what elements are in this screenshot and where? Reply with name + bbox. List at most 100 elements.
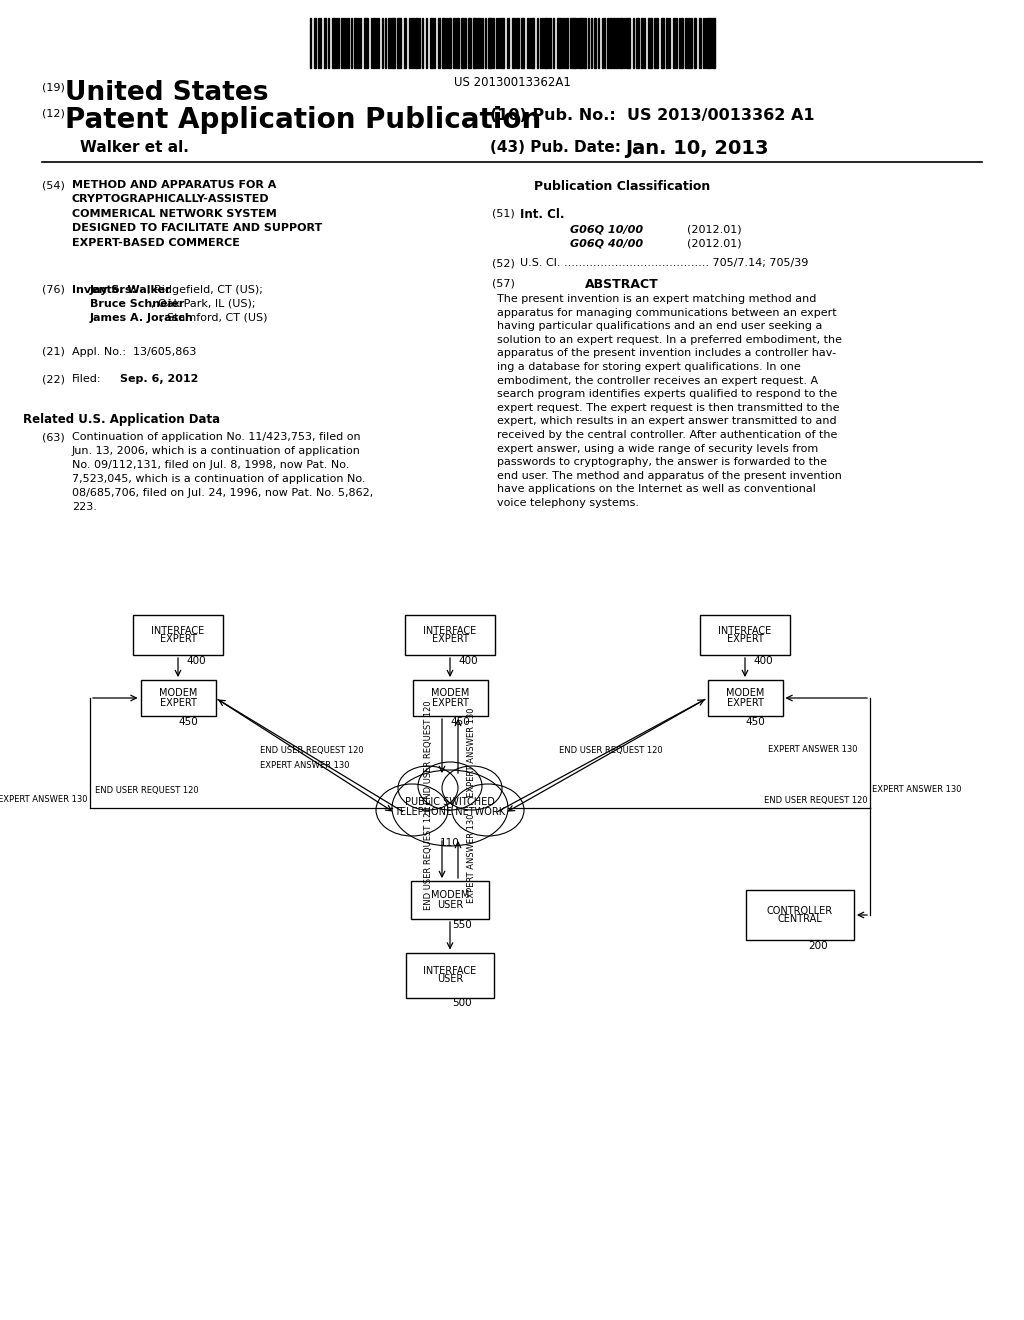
Text: Jan. 10, 2013: Jan. 10, 2013 xyxy=(625,139,768,158)
FancyBboxPatch shape xyxy=(140,680,215,715)
Bar xyxy=(662,18,664,69)
Bar xyxy=(442,18,445,69)
Text: EXPERT: EXPERT xyxy=(727,697,764,708)
Text: INTERFACE: INTERFACE xyxy=(152,626,205,635)
Bar xyxy=(688,18,690,69)
Bar xyxy=(707,18,711,69)
Bar xyxy=(681,18,683,69)
Ellipse shape xyxy=(398,766,458,810)
Text: EXPERT: EXPERT xyxy=(160,635,197,644)
Text: (76): (76) xyxy=(42,285,65,294)
Bar xyxy=(572,18,575,69)
Text: MODEM: MODEM xyxy=(431,689,469,698)
Text: Filed:: Filed: xyxy=(72,374,101,384)
Bar xyxy=(388,18,390,69)
Bar xyxy=(626,18,630,69)
Text: EXPERT ANSWER 130: EXPERT ANSWER 130 xyxy=(872,785,962,795)
Text: , Oak Park, IL (US);: , Oak Park, IL (US); xyxy=(151,300,255,309)
Bar xyxy=(516,18,519,69)
Bar xyxy=(666,18,668,69)
Text: INTERFACE: INTERFACE xyxy=(423,626,476,635)
Text: CONTROLLER: CONTROLLER xyxy=(767,906,834,916)
Text: Patent Application Publication: Patent Application Publication xyxy=(65,106,542,135)
Bar xyxy=(500,18,504,69)
Bar xyxy=(473,18,476,69)
Bar xyxy=(457,18,459,69)
Bar xyxy=(521,18,524,69)
Text: END USER REQUEST 120: END USER REQUEST 120 xyxy=(424,700,432,804)
Text: U.S. Cl. ........................................ 705/7.14; 705/39: U.S. Cl. ...............................… xyxy=(520,257,808,268)
Text: Appl. No.:  13/605,863: Appl. No.: 13/605,863 xyxy=(72,347,197,356)
Ellipse shape xyxy=(442,766,502,810)
Bar xyxy=(357,18,359,69)
Text: 400: 400 xyxy=(186,656,206,667)
Bar xyxy=(468,18,471,69)
Text: EXPERT: EXPERT xyxy=(160,697,197,708)
Bar xyxy=(610,18,612,69)
Text: G06Q 10/00: G06Q 10/00 xyxy=(570,224,643,234)
Text: Jay S. Walker: Jay S. Walker xyxy=(90,285,172,294)
Bar xyxy=(685,18,687,69)
Text: 450: 450 xyxy=(745,717,765,727)
Text: 400: 400 xyxy=(458,656,478,667)
Bar xyxy=(488,18,492,69)
Text: (10) Pub. No.:  US 2013/0013362 A1: (10) Pub. No.: US 2013/0013362 A1 xyxy=(490,108,814,123)
Text: CENTRAL: CENTRAL xyxy=(777,915,822,924)
Text: The present invention is an expert matching method and
apparatus for managing co: The present invention is an expert match… xyxy=(497,294,842,508)
Text: G06Q 40/00: G06Q 40/00 xyxy=(570,238,643,248)
FancyBboxPatch shape xyxy=(413,680,487,715)
Bar xyxy=(397,18,401,69)
Text: END USER REQUEST 120: END USER REQUEST 120 xyxy=(764,796,868,804)
Text: Related U.S. Application Data: Related U.S. Application Data xyxy=(24,413,220,426)
Ellipse shape xyxy=(392,770,508,846)
Text: (43) Pub. Date:: (43) Pub. Date: xyxy=(490,140,621,154)
Bar xyxy=(656,18,658,69)
Text: 500: 500 xyxy=(453,998,472,1008)
Bar xyxy=(314,18,316,69)
Bar xyxy=(673,18,675,69)
Bar xyxy=(694,18,696,69)
Bar xyxy=(449,18,451,69)
Bar xyxy=(594,18,596,69)
Text: 400: 400 xyxy=(754,656,773,667)
Bar xyxy=(373,18,375,69)
Text: (63): (63) xyxy=(42,432,65,442)
Bar xyxy=(391,18,395,69)
Bar xyxy=(549,18,551,69)
Ellipse shape xyxy=(376,784,449,836)
Bar xyxy=(613,18,615,69)
Text: United States: United States xyxy=(65,81,268,106)
Text: EXPERT: EXPERT xyxy=(431,635,468,644)
Bar xyxy=(584,18,586,69)
Bar xyxy=(544,18,548,69)
Bar xyxy=(641,18,643,69)
FancyBboxPatch shape xyxy=(746,890,854,940)
Bar xyxy=(354,18,356,69)
Bar xyxy=(438,18,440,69)
Text: Bruce Schneier: Bruce Schneier xyxy=(90,300,184,309)
Text: (54): (54) xyxy=(42,180,65,190)
Text: EXPERT ANSWER 130: EXPERT ANSWER 130 xyxy=(768,746,857,755)
Bar xyxy=(343,18,345,69)
Text: (21): (21) xyxy=(42,347,65,356)
Bar xyxy=(607,18,609,69)
Ellipse shape xyxy=(418,762,482,810)
Bar xyxy=(332,18,335,69)
Text: (52): (52) xyxy=(492,257,515,268)
Text: (2012.01): (2012.01) xyxy=(687,238,741,248)
FancyBboxPatch shape xyxy=(411,880,489,919)
Text: James A. Jorasch: James A. Jorasch xyxy=(90,313,194,323)
Text: INTERFACE: INTERFACE xyxy=(719,626,772,635)
Text: MODEM: MODEM xyxy=(159,689,198,698)
Text: END USER REQUEST 120: END USER REQUEST 120 xyxy=(260,746,365,755)
Bar xyxy=(618,18,623,69)
Text: MODEM: MODEM xyxy=(726,689,764,698)
Text: EXPERT ANSWER 130: EXPERT ANSWER 130 xyxy=(0,796,88,804)
Text: Continuation of application No. 11/423,753, filed on
Jun. 13, 2006, which is a c: Continuation of application No. 11/423,7… xyxy=(72,432,374,512)
Text: 450: 450 xyxy=(178,717,198,727)
Bar xyxy=(461,18,464,69)
Text: METHOD AND APPARATUS FOR A
CRYPTOGRAPHICALLY-ASSISTED
COMMERICAL NETWORK SYSTEM
: METHOD AND APPARATUS FOR A CRYPTOGRAPHIC… xyxy=(72,180,323,248)
Bar xyxy=(531,18,534,69)
Bar xyxy=(507,18,509,69)
Text: (22): (22) xyxy=(42,374,65,384)
